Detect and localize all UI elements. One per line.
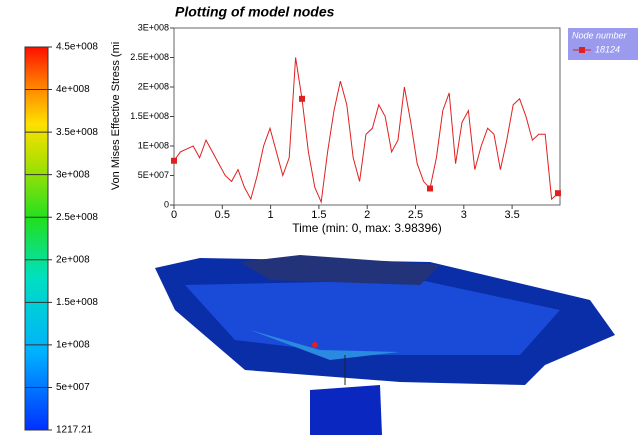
plot-area [174, 28, 560, 205]
colorbar [25, 47, 48, 430]
y-tick-label: 0 [164, 199, 169, 209]
colorbar-label: 1217.21 [56, 425, 93, 435]
x-tick-label: 3 [461, 209, 467, 221]
y-axis-label: Von Mises Effective Stress (mi [110, 42, 122, 190]
y-tick-label: 5E+007 [138, 170, 169, 180]
x-tick-label: 1.5 [311, 209, 326, 221]
data-marker [555, 190, 561, 196]
model-3d [155, 255, 615, 435]
x-tick-label: 0.5 [215, 209, 230, 221]
legend-label: 18124 [595, 44, 620, 54]
y-tick-label: 3E+008 [138, 22, 169, 32]
colorbar-label: 4.5e+008 [56, 42, 98, 53]
x-axis-label: Time (min: 0, max: 3.98396) [292, 221, 442, 235]
x-tick-label: 2.5 [408, 209, 423, 221]
colorbar-label: 3.5e+008 [56, 127, 98, 138]
colorbar-label: 2e+008 [56, 254, 90, 265]
y-tick-label: 1E+008 [138, 140, 169, 150]
colorbar-label: 1e+008 [56, 340, 90, 351]
screen: Plotting of model nodes Von Mises Effect… [0, 0, 638, 435]
y-tick-label: 2.5E+008 [130, 52, 169, 62]
y-tick-label: 1.5E+008 [130, 111, 169, 121]
x-tick-label: 0 [171, 209, 177, 221]
x-tick-label: 3.5 [504, 209, 519, 221]
colorbar-label: 2.5e+008 [56, 212, 98, 223]
x-tick-label: 2 [364, 209, 370, 221]
data-marker [171, 158, 177, 164]
x-tick-label: 1 [268, 209, 274, 221]
chart-title: Plotting of model nodes [175, 4, 335, 20]
colorbar-label: 5e+007 [56, 382, 90, 393]
colorbar-label: 4e+008 [56, 84, 90, 95]
legend-title: Node number [572, 30, 628, 40]
legend-marker [579, 47, 585, 53]
colorbar-label: 3e+008 [56, 169, 90, 180]
colorbar-label: 1.5e+008 [56, 297, 98, 308]
data-marker [427, 185, 433, 191]
data-marker [299, 96, 305, 102]
y-tick-label: 2E+008 [138, 81, 169, 91]
